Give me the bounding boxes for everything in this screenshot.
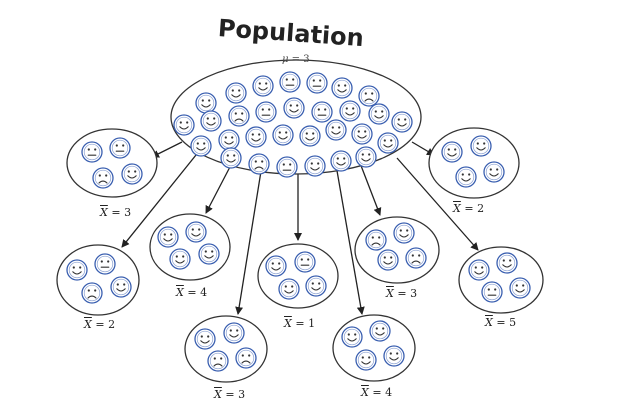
smile-face-icon <box>252 75 274 97</box>
smile-face-icon <box>325 119 347 141</box>
sample-ellipse-1 <box>66 128 158 198</box>
smile-face-icon <box>393 222 415 244</box>
sample-mean-label-1: X = 3 <box>100 206 132 219</box>
sample-ellipse-4 <box>257 243 339 309</box>
smile-face-icon <box>121 163 143 185</box>
smile-face-icon <box>441 141 463 163</box>
smile-face-icon <box>272 124 294 146</box>
sample-mean-label-9: X = 2 <box>84 318 116 331</box>
smile-face-icon <box>368 103 390 125</box>
sad-face-icon <box>248 153 270 175</box>
sad-face-icon <box>228 105 250 127</box>
arrow-to-sample-9 <box>121 154 197 248</box>
smile-face-icon <box>265 255 287 277</box>
smile-face-icon <box>383 345 405 367</box>
arrow-to-sample-5 <box>359 162 382 216</box>
smile-face-icon <box>351 123 373 145</box>
sad-face-icon <box>81 282 103 304</box>
mu-symbol: μ <box>282 54 289 65</box>
population-mean-label: μ = 3 <box>282 54 310 65</box>
smile-face-icon <box>157 226 179 248</box>
sad-face-icon <box>207 350 229 372</box>
neutral-face-icon <box>481 281 503 303</box>
smile-face-icon <box>305 275 327 297</box>
smile-face-icon <box>220 147 242 169</box>
arrow-to-sample-8 <box>335 164 365 315</box>
smile-face-icon <box>198 243 220 265</box>
sample-mean-label-2: X = 2 <box>453 202 485 215</box>
smile-face-icon <box>218 129 240 151</box>
smile-face-icon <box>225 82 247 104</box>
sample-ellipse-7 <box>184 315 268 383</box>
sample-mean-label-6: X = 5 <box>485 316 517 329</box>
smile-face-icon <box>304 155 326 177</box>
arrow-to-sample-3 <box>205 162 233 214</box>
sample-mean-label-8: X = 4 <box>361 386 393 399</box>
smile-face-icon <box>169 248 191 270</box>
neutral-face-icon <box>276 156 298 178</box>
smile-face-icon <box>185 221 207 243</box>
smile-face-icon <box>369 320 391 342</box>
neutral-face-icon <box>306 72 328 94</box>
smile-face-icon <box>66 259 88 281</box>
neutral-face-icon <box>109 137 131 159</box>
neutral-face-icon <box>255 101 277 123</box>
smile-face-icon <box>195 92 217 114</box>
smile-face-icon <box>194 328 216 350</box>
neutral-face-icon <box>81 141 103 163</box>
smile-face-icon <box>283 97 305 119</box>
smile-face-icon <box>110 276 132 298</box>
smile-face-icon <box>341 326 363 348</box>
sad-face-icon <box>235 347 257 369</box>
smile-face-icon <box>377 132 399 154</box>
smile-face-icon <box>223 322 245 344</box>
smile-face-icon <box>331 77 353 99</box>
smile-face-icon <box>200 110 222 132</box>
neutral-face-icon <box>294 251 316 273</box>
smile-face-icon <box>299 125 321 147</box>
arrow-to-sample-7 <box>235 164 263 315</box>
arrow-to-sample-6 <box>396 157 479 251</box>
smile-face-icon <box>190 135 212 157</box>
smile-face-icon <box>355 146 377 168</box>
sad-face-icon <box>92 167 114 189</box>
smile-face-icon <box>330 150 352 172</box>
arrow-to-sample-1 <box>151 141 183 158</box>
smile-face-icon <box>278 278 300 300</box>
smile-face-icon <box>245 126 267 148</box>
sample-mean-label-4: X = 1 <box>284 317 316 330</box>
smile-face-icon <box>470 135 492 157</box>
sad-face-icon <box>358 85 380 107</box>
faces-layer <box>66 71 531 372</box>
smile-face-icon <box>496 252 518 274</box>
smile-face-icon <box>455 166 477 188</box>
smile-face-icon <box>391 111 413 133</box>
smile-face-icon <box>509 277 531 299</box>
sample-mean-label-7: X = 3 <box>214 388 246 401</box>
neutral-face-icon <box>311 101 333 123</box>
sample-mean-label-3: X = 4 <box>176 286 208 299</box>
smile-face-icon <box>173 114 195 136</box>
smile-face-icon <box>355 349 377 371</box>
smile-face-icon <box>377 249 399 271</box>
sample-mean-label-5: X = 3 <box>386 287 418 300</box>
neutral-face-icon <box>94 253 116 275</box>
sad-face-icon <box>405 247 427 269</box>
smile-face-icon <box>483 161 505 183</box>
smile-face-icon <box>339 100 361 122</box>
neutral-face-icon <box>279 71 301 93</box>
sampling-arrows <box>121 141 479 315</box>
sad-face-icon <box>365 229 387 251</box>
smile-face-icon <box>468 259 490 281</box>
